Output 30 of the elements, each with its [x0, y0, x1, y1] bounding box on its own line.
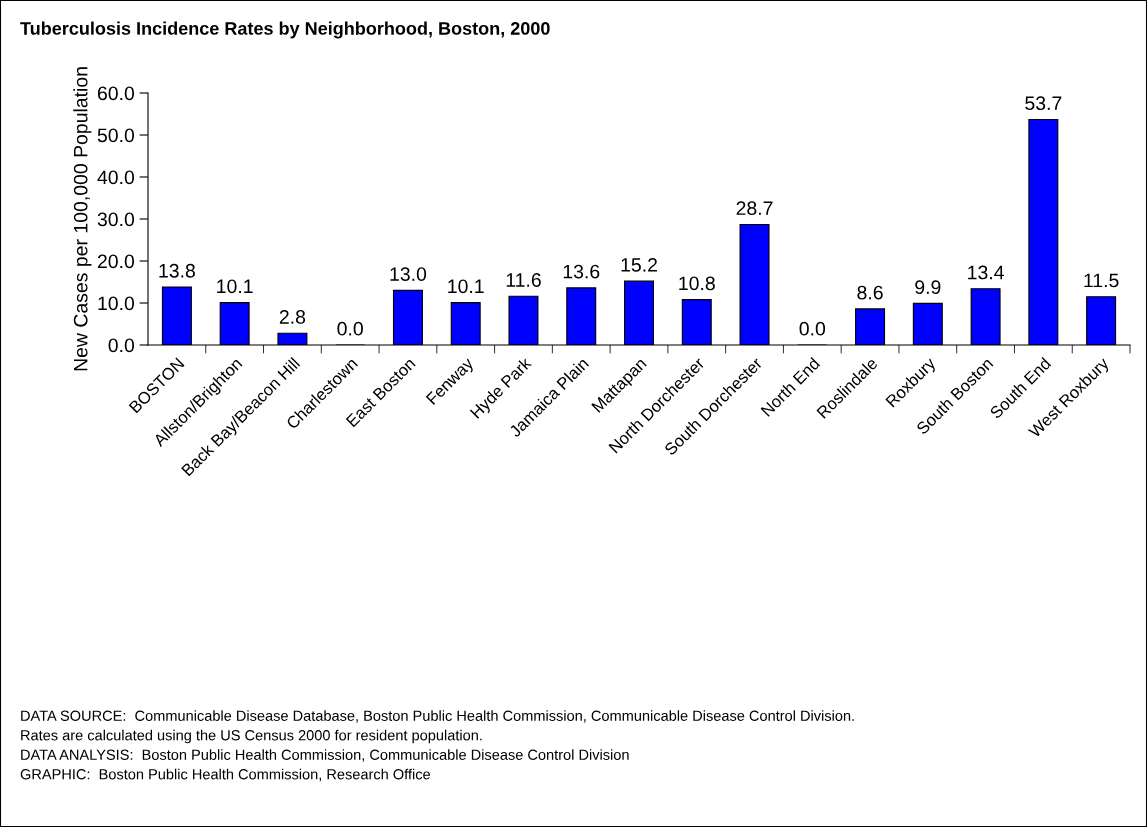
data-label: 11.6 — [506, 273, 541, 287]
text: DATA ANALYSIS: Boston Public Health Commission, Communicable Disease Control Division — [21, 749, 629, 762]
y-axis-title: New Cases per 100,000 Population — [73, 67, 92, 371]
chart-title: Tuberculosis Incidence Rates by Neighborhood, Boston, 2000 — [20, 21, 550, 39]
text: Rates are calculated using the US Census 2000 for resident population. — [21, 729, 482, 744]
data-label: 15.2 — [621, 257, 657, 272]
data-label: 11.5 — [1084, 273, 1119, 288]
text: GRAPHIC: Boston Public Health Commission, Research Office — [20, 768, 431, 782]
y-tick-label: 40.0 — [97, 170, 135, 185]
data-label: 10.1 — [448, 279, 484, 294]
data-label: 8.6 — [857, 285, 883, 300]
y-tick-label: 30.0 — [97, 212, 135, 227]
data-label: 13.8 — [159, 263, 195, 278]
data-label: 10.8 — [679, 276, 715, 291]
data-label: 13.4 — [968, 265, 1004, 280]
y-tick-label: 0.0 — [108, 338, 135, 353]
source-note: DATA SOURCE: Communicable Disease Database, Boston Public Health Commission, Communicable Disease Control Division. — [21, 710, 854, 723]
y-tick-label: 50.0 — [97, 128, 135, 143]
data-label: 13.6 — [563, 264, 600, 279]
data-label: 0.0 — [337, 321, 363, 336]
data-label: 0.0 — [799, 321, 826, 336]
y-tick-label: 20.0 — [97, 254, 135, 269]
y-tick-label: 60.0 — [97, 86, 135, 101]
data-label: 13.0 — [390, 267, 427, 281]
data-label: 2.8 — [279, 310, 306, 324]
data-label: 28.7 — [736, 201, 773, 216]
data-label: 53.7 — [1025, 96, 1062, 111]
data-label: 10.1 — [217, 279, 253, 294]
data-label: 9.9 — [915, 280, 941, 295]
y-tick-label: 10.0 — [98, 296, 135, 311]
